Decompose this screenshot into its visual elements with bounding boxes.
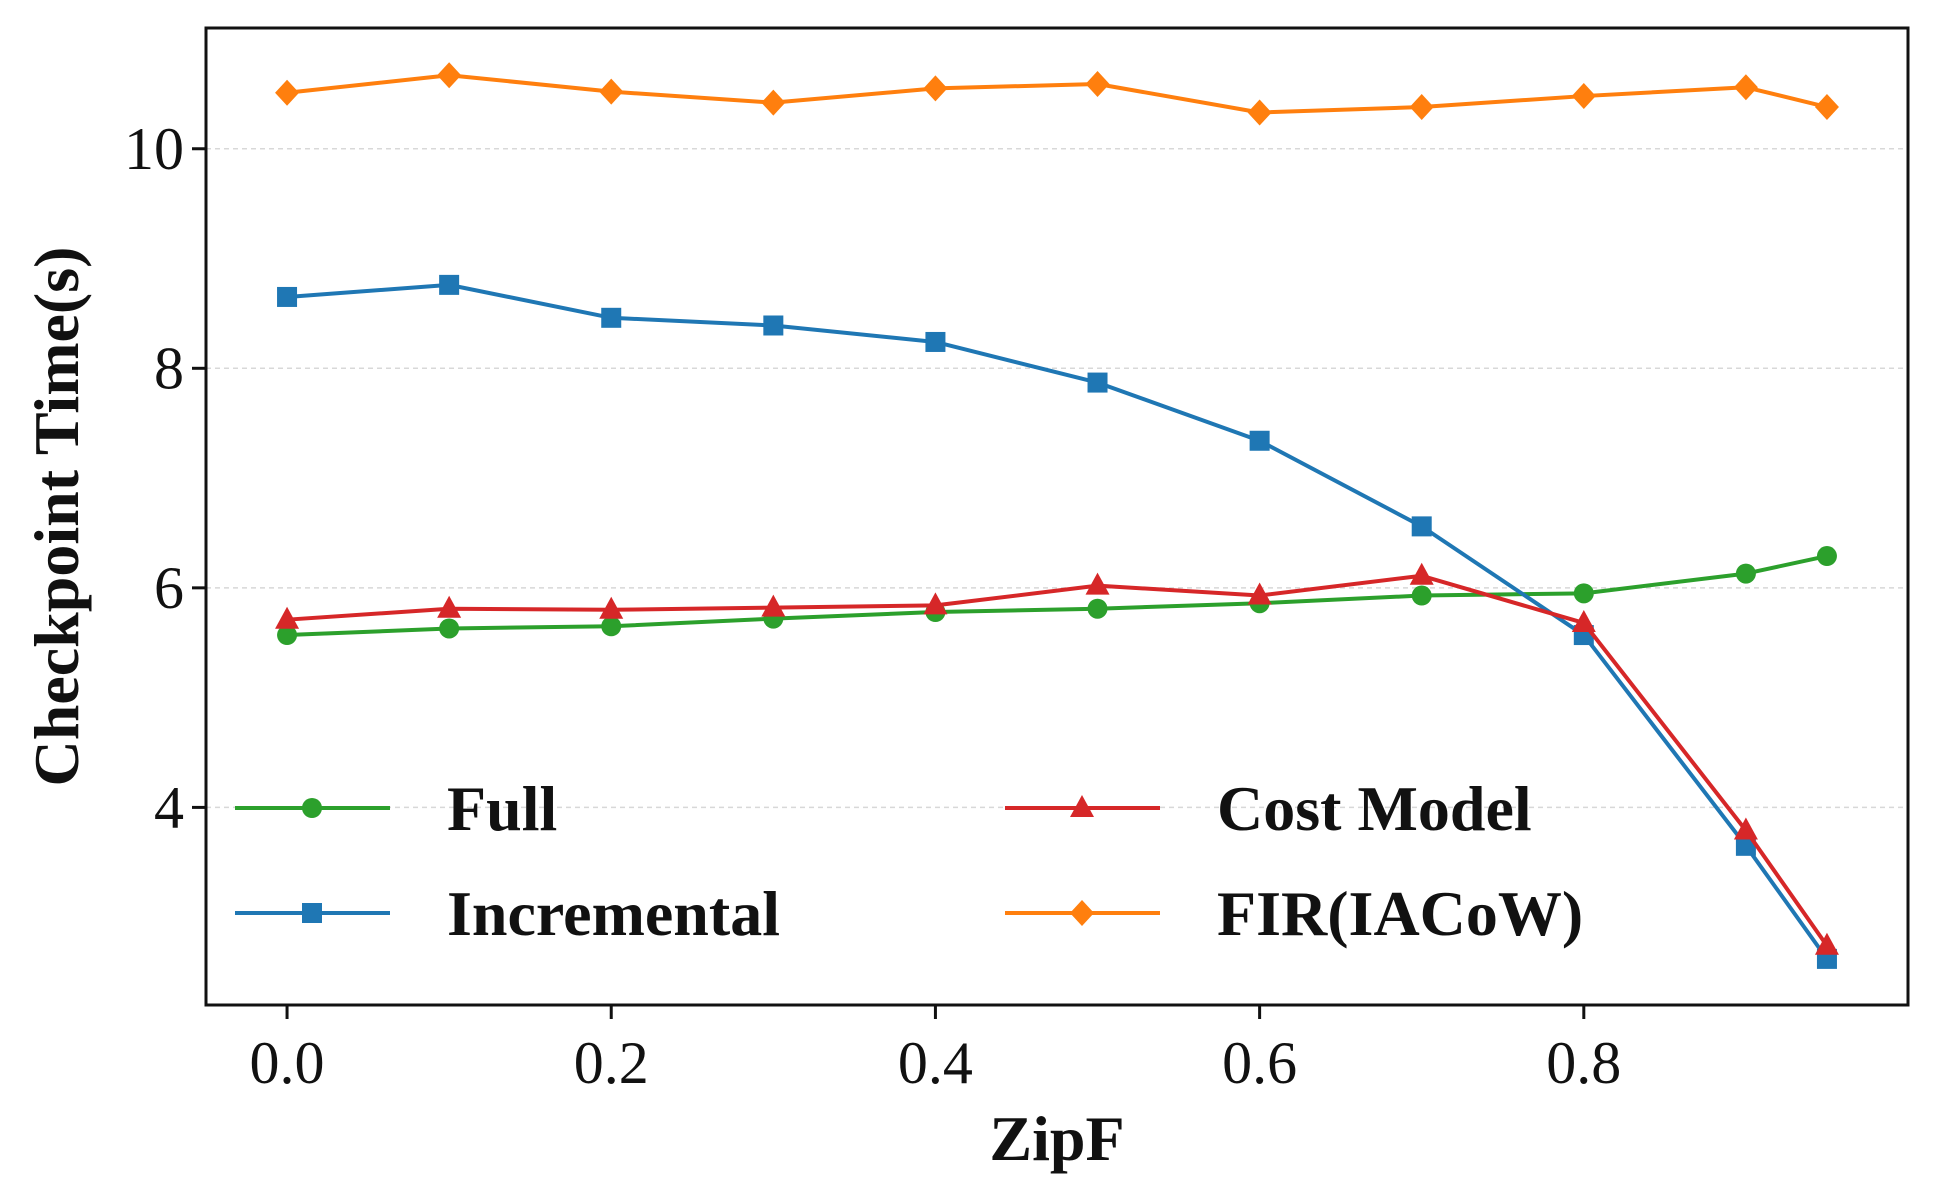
y-tick-label: 8: [154, 335, 184, 401]
data-point: [1814, 94, 1839, 121]
data-point: [439, 618, 460, 639]
data-point: [1085, 70, 1110, 97]
y-tick-label: 10: [124, 116, 184, 182]
legend-label: Incremental: [447, 878, 780, 949]
data-point: [437, 62, 462, 89]
data-point: [1409, 562, 1434, 585]
data-point: [923, 592, 948, 615]
legend-marker: [1070, 795, 1094, 817]
data-point: [275, 79, 300, 106]
legend: Full Incremental Cost Model FIR(IACoW): [235, 773, 1583, 949]
data-point: [601, 616, 622, 637]
legend-item: FIR(IACoW): [1005, 878, 1583, 949]
data-point: [599, 78, 624, 105]
data-point: [1571, 83, 1596, 110]
data-point: [1247, 582, 1272, 605]
legend-marker: [1070, 900, 1094, 926]
data-point: [1249, 430, 1270, 451]
x-tick-label: 0.0: [250, 1030, 325, 1096]
data-point: [761, 594, 786, 617]
y-tick-label: 6: [154, 555, 184, 621]
data-point: [1733, 74, 1758, 101]
data-point: [761, 89, 786, 116]
data-point: [277, 625, 298, 646]
data-point: [1087, 372, 1108, 393]
data-point: [925, 331, 946, 352]
x-axis-title: ZipF: [989, 1103, 1124, 1174]
data-point: [275, 606, 300, 629]
series-line: [286, 554, 1828, 638]
legend-marker: [302, 903, 322, 923]
legend-label: Cost Model: [1217, 773, 1532, 844]
series-cost-model: [275, 562, 1839, 955]
data-point: [1573, 583, 1594, 604]
data-point: [277, 286, 298, 307]
legend-item: Incremental: [235, 878, 780, 949]
series-fir-iacow: [275, 62, 1839, 126]
data-point: [1409, 94, 1434, 121]
legend-marker: [302, 798, 322, 818]
y-tick-label: 4: [154, 774, 184, 840]
data-point: [923, 75, 948, 102]
x-tick-label: 0.4: [898, 1030, 973, 1096]
legend-label: FIR(IACoW): [1217, 878, 1583, 949]
data-point: [1411, 585, 1432, 606]
series-layer: [275, 62, 1839, 969]
x-tick-label: 0.2: [574, 1030, 649, 1096]
plot-frame: [204, 26, 1910, 1007]
x-tick-label: 0.8: [1546, 1030, 1621, 1096]
axis-ticks: 4 6 8 10 0.0 0.2 0.4 0.6 0.8: [124, 116, 1621, 1096]
data-point: [1816, 546, 1837, 567]
data-point: [1735, 563, 1756, 584]
data-point: [1087, 598, 1108, 619]
series-incremental: [277, 274, 1837, 969]
legend-item: Full: [235, 773, 557, 844]
series-full: [277, 546, 1837, 646]
data-point: [439, 274, 460, 295]
data-point: [1085, 572, 1110, 595]
data-point: [1733, 817, 1758, 840]
x-tick-label: 0.6: [1222, 1030, 1297, 1096]
data-point: [1411, 516, 1432, 537]
legend-label: Full: [447, 773, 557, 844]
legend-item: Cost Model: [1005, 773, 1532, 844]
data-point: [1814, 932, 1839, 955]
data-point: [599, 596, 624, 619]
y-axis-title: Checkpoint Time(s): [21, 247, 92, 787]
series-line: [286, 282, 1829, 961]
data-point: [763, 315, 784, 336]
data-point: [1571, 609, 1596, 632]
series-line: [286, 73, 1828, 115]
data-point: [437, 595, 462, 618]
data-point: [601, 307, 622, 328]
data-point: [1247, 99, 1272, 126]
